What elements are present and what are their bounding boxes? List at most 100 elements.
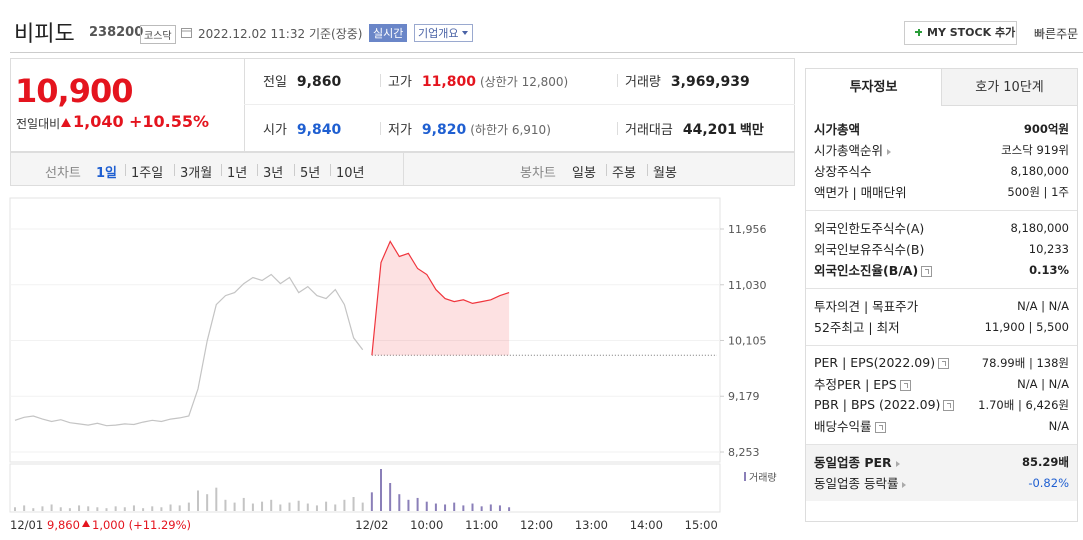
volume-bar [32, 508, 35, 511]
tab-separator [647, 164, 648, 176]
help-icon[interactable] [938, 358, 950, 369]
invest-label-wrap: 시가총액순위 [814, 140, 892, 159]
period-tab[interactable]: 10년 [336, 166, 365, 181]
quick-order[interactable]: 빠른주문 [1034, 27, 1079, 41]
invest-tab[interactable]: 호가 10단계 [942, 69, 1077, 106]
volume-bar [78, 505, 81, 511]
volume-bar [398, 494, 401, 511]
volume-bar [489, 504, 492, 511]
period-tab[interactable]: 1주일 [131, 166, 164, 181]
volume-bar [41, 506, 44, 511]
candle-tab[interactable]: 주봉 [612, 166, 636, 181]
summary-cell: 거래량 3,969,939 [625, 71, 750, 90]
current-price: 10,900 [15, 72, 133, 110]
volume-bar [68, 508, 71, 511]
invest-label-wrap: 투자의견 | 목표주가 [814, 296, 918, 315]
invest-row: 투자의견 | 목표주가 N/A | N/A [814, 295, 1069, 316]
calendar-icon [181, 28, 192, 38]
volume-bar [334, 504, 337, 511]
x-tick-label: 15:00 [685, 518, 718, 532]
tab-separator [330, 164, 331, 176]
y-tick-label: 9,179 [728, 390, 760, 403]
invest-tabs: 투자정보 호가 10단계 [806, 69, 1077, 106]
line-chart-label: 선차트 [45, 166, 81, 181]
invest-label: 추정PER | EPS [814, 377, 897, 392]
volume-bar [197, 490, 199, 511]
help-icon[interactable] [943, 400, 955, 411]
x-tick-label: 13:00 [575, 518, 608, 532]
footer-triangle [82, 520, 90, 527]
invest-tab-active[interactable]: 투자정보 [806, 69, 942, 106]
help-icon[interactable] [874, 422, 886, 433]
volume-bar [50, 504, 53, 511]
overview-dropdown[interactable]: 기업개요 [414, 24, 474, 42]
invest-row: 동일업종 PER 85.29배 [814, 451, 1069, 472]
footer-change: 1,000 (+11.29%) [92, 518, 191, 532]
invest-label: 시가총액 [814, 122, 861, 137]
candle-tab[interactable]: 일봉 [572, 166, 596, 181]
invest-value: N/A | N/A [1017, 376, 1069, 391]
plot-frame [9, 197, 721, 463]
period-tab[interactable]: 1일 [96, 166, 118, 181]
invest-label-wrap: 액면가 | 매매단위 [814, 182, 907, 201]
help-icon[interactable] [899, 380, 911, 391]
invest-label-wrap: 동일업종 등락률 [814, 473, 907, 492]
y-tick-label: 8,253 [728, 446, 760, 459]
period-tab[interactable]: 3년 [263, 166, 284, 181]
volume-bar [434, 503, 437, 511]
invest-label: PER | EPS(2022.09) [814, 355, 936, 370]
invest-value: 85.29배 [1022, 454, 1069, 469]
invest-section: 외국인한도주식수(A) 8,180,000 외국인보유주식수(B) 10,233 외국인… [806, 210, 1077, 288]
arrow-icon [895, 460, 900, 467]
invest-row: 52주최고 | 최저 11,900 | 5,500 [814, 316, 1069, 337]
summary-cell: 저가 9,820 (하한가 6,910) [388, 119, 551, 138]
x-tick-label: 10:00 [410, 518, 443, 532]
summary-divider [244, 104, 795, 105]
volume-bar [480, 506, 483, 511]
my-stock-button[interactable]: MY STOCK 추가 [904, 21, 1017, 45]
y-tick-label: 11,030 [728, 279, 767, 292]
invest-row: 외국인소진율(B/A) 0.13% [814, 259, 1069, 280]
tab-divider [403, 152, 404, 186]
stock-code: 238200 [89, 25, 144, 40]
invest-label: 동일업종 등락률 [814, 476, 899, 491]
invest-value: 500원 | 1주 [1007, 184, 1069, 199]
chart: 11,956 11,030 10,105 9,179 8,253 거래량 12/01 12/0… [9, 197, 777, 532]
volume-bar [206, 494, 209, 511]
volume-bar [14, 507, 16, 511]
tab-separator [606, 164, 607, 176]
volume-bar [187, 502, 190, 511]
period-tab[interactable]: 3개월 [180, 166, 213, 181]
chart-tab-bar [10, 152, 795, 186]
volume-bar [96, 507, 99, 511]
invest-value: 8,180,000 [1010, 163, 1069, 178]
invest-value: 10,233 [1028, 241, 1069, 256]
realtime-badge[interactable]: 실시간 [369, 24, 408, 42]
volume-bar [151, 506, 154, 511]
datetime-value: 2022.12.02 11:32 [198, 27, 306, 41]
volume-bar [251, 503, 254, 511]
candle-tab[interactable]: 월봉 [653, 166, 677, 181]
invest-label-wrap: 시가총액 [814, 119, 860, 138]
y-tick-label: 10,105 [728, 334, 767, 347]
volume-bar [114, 506, 117, 511]
invest-row: 외국인보유주식수(B) 10,233 [814, 238, 1069, 259]
period-tab[interactable]: 5년 [300, 166, 321, 181]
volume-bar [279, 504, 282, 511]
invest-label: 외국인한도주식수(A) [814, 221, 925, 236]
help-icon[interactable] [921, 266, 933, 277]
volume-bar [169, 504, 172, 511]
invest-value: 코스닥 919위 [1001, 142, 1069, 157]
period-tab[interactable]: 1년 [227, 166, 248, 181]
summary-label: 거래대금 [625, 123, 673, 138]
invest-label-wrap: 추정PER | EPS [814, 374, 911, 393]
summary-separator [380, 122, 381, 135]
summary-value: 11,800 [421, 74, 476, 90]
footer-base: 9,860 [47, 518, 80, 532]
invest-label-wrap: 상장주식수 [814, 161, 872, 180]
summary-cell: 거래대금 44,201 백만 [625, 119, 764, 138]
volume-bar [325, 501, 328, 511]
invest-label: 배당수익률 [814, 419, 872, 434]
volume-bar [453, 502, 456, 511]
